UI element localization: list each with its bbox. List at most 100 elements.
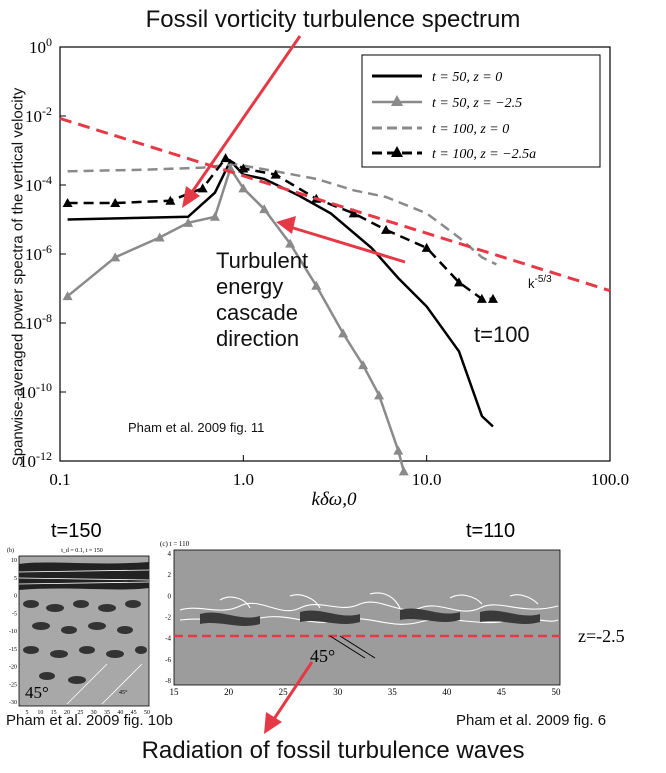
panel-tick-label: 20	[64, 710, 70, 716]
panel-right-caption: Pham et al. 2009 fig. 6	[456, 712, 607, 729]
panel-tick-label: 25	[279, 687, 289, 697]
panel-tick-label: 15	[51, 710, 57, 716]
panel-left-title: t=150	[51, 520, 102, 542]
panel-tick-label: 0	[14, 594, 17, 600]
panel-tick-label: 15	[170, 687, 180, 697]
series-marker-2	[393, 445, 404, 455]
legend-box	[361, 54, 601, 168]
panel-tick-label: 40	[442, 687, 452, 697]
panel-tick-label: 50	[552, 687, 562, 697]
panel-tick-label: 35	[104, 710, 110, 716]
cascade-annotation-3: cascade	[216, 300, 298, 325]
panel-tick-label: 0	[168, 592, 172, 600]
series-marker-2	[183, 217, 194, 227]
series-marker-2	[311, 280, 322, 290]
angle-guide-2	[339, 635, 376, 659]
x-tick-label: 10.0	[412, 470, 442, 489]
spectrum-chart: 100 10-2 10-4 10-6 10-8 10-10 10-12 0.1 1.0 10.0…	[19, 35, 629, 510]
series-marker-2	[398, 466, 409, 476]
series-marker-2	[374, 390, 385, 400]
series-marker-4	[476, 293, 487, 303]
panel-left-angle: 45°	[25, 683, 49, 702]
panel-left: t=150 (b) t_d = 0.1, t = 150 45° 45° 10 5…	[7, 520, 157, 716]
y-tick-label: 10-8	[25, 311, 52, 333]
panel-tick-label: 30	[91, 710, 97, 716]
series-marker-4	[238, 163, 249, 173]
series-marker-2	[154, 232, 165, 242]
panel-tick-label: 4	[168, 550, 172, 558]
panel-right-label: (c) t = 110	[160, 540, 190, 548]
cascade-arrow-head	[276, 216, 296, 234]
panel-tick-label: 20	[224, 687, 234, 697]
panel-tick-label: -25	[9, 682, 17, 688]
series-marker-2	[259, 204, 270, 214]
spectrum-arrow-head	[182, 186, 200, 208]
x-ticks: 0.1 1.0 10.0 100.0	[49, 455, 629, 489]
x-tick-label: 100.0	[591, 470, 629, 489]
panel-tick-label: 10	[37, 710, 43, 716]
cascade-annotation-1: Turbulent	[216, 248, 308, 273]
y-tick-label: 10-2	[25, 104, 52, 126]
panel-right-dark-structures	[200, 608, 540, 626]
series-marker-4	[165, 195, 176, 205]
series-marker-2	[62, 291, 73, 301]
reference-slope-label: k-5/3	[528, 274, 552, 291]
panel-tick-label: 35	[388, 687, 398, 697]
x-tick-label: 1.0	[233, 470, 254, 489]
series-marker-4	[110, 198, 121, 208]
panel-right-y-ticks: 4 2 0 -2 -4 -6 -8	[165, 550, 171, 685]
bottom-title: Radiation of fossil turbulence waves	[141, 737, 525, 764]
panel-left-diagonal-1	[66, 663, 108, 705]
angle-guide-1	[329, 635, 366, 659]
z-level-label: z=-2.5	[578, 626, 625, 646]
panel-tick-label: 5	[26, 710, 29, 716]
reference-line-layer	[59, 117, 611, 293]
panel-left-angle-small: 45°	[119, 689, 128, 696]
series-marker-2	[209, 211, 220, 221]
panel-right-angle: 45°	[310, 646, 335, 666]
panel-left-y-ticks: 10 5 0 -5 -10 -15 -20 -25 -30	[9, 558, 17, 706]
panel-left-label: (b)	[7, 547, 14, 554]
panel-tick-label: 25	[77, 710, 83, 716]
panel-left-caption: Pham et al. 2009 fig. 10b	[6, 712, 173, 729]
panel-tick-label: 30	[333, 687, 343, 697]
series-marker-2	[238, 183, 249, 193]
panel-tick-label: 45	[497, 687, 507, 697]
legend-label-2: t = 50, z = −2.5	[432, 96, 522, 111]
panel-tick-label: -15	[9, 647, 17, 653]
panel-tick-label: -8	[165, 677, 171, 685]
panel-left-waves	[23, 600, 147, 684]
panel-left-figure: (b) t_d = 0.1, t = 150 45° 45° 1050-5-10…	[7, 547, 150, 716]
legend-marker-4	[391, 146, 403, 157]
legend-label-3: t = 100, z = 0	[432, 122, 509, 137]
panel-right-x-ticks: 15 20 25 30 35 40 45 50	[170, 687, 562, 697]
legend-label-1: t = 50, z = 0	[432, 70, 502, 85]
panel-tick-label: -5	[12, 611, 17, 617]
series-marker-4	[197, 183, 208, 193]
x-tick-label: 0.1	[49, 470, 70, 489]
y-tick-label: 10-12	[19, 449, 52, 471]
radiation-arrow	[264, 661, 314, 734]
panel-left-subtitle: t_d = 0.1, t = 150	[61, 548, 103, 554]
x-axis-label: kδω,0	[312, 489, 357, 510]
source-annotation: Pham et al. 2009 fig. 11	[128, 420, 264, 435]
panel-left-diagonal-2	[101, 663, 143, 705]
cascade-annotation-4: direction	[216, 326, 299, 351]
panel-tick-label: 2	[168, 571, 172, 579]
series-marker-2	[285, 238, 296, 248]
series-marker-2	[110, 252, 121, 262]
panel-tick-label: -20	[9, 665, 17, 671]
figure-title: Fossil vorticity turbulence spectrum	[145, 6, 521, 33]
legend-label-4: t = 100, z = −2.5a	[432, 147, 536, 162]
reference-line	[59, 117, 611, 293]
y-tick-label: 100	[29, 35, 52, 57]
spectrum-arrow-line	[188, 35, 302, 196]
series-marker-4	[220, 153, 231, 163]
panel-tick-label: 10	[11, 558, 17, 564]
series-marker-4	[62, 198, 73, 208]
y-ticks: 100 10-2 10-4 10-6 10-8 10-10 10-12	[19, 35, 66, 471]
t100-annotation: t=100	[474, 322, 530, 347]
panel-tick-label: 50	[144, 710, 150, 716]
cascade-arrow-line	[289, 225, 406, 264]
series-marker-4	[453, 277, 464, 287]
